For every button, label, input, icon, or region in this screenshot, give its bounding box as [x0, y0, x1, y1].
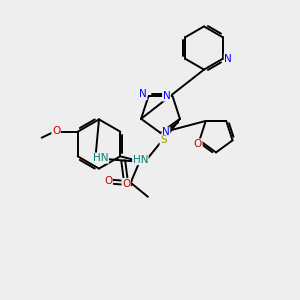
Text: N: N — [163, 91, 170, 101]
Text: O: O — [52, 126, 60, 136]
Text: N: N — [162, 127, 170, 137]
Text: O: O — [122, 178, 130, 189]
Text: N: N — [139, 89, 147, 100]
Text: O: O — [104, 176, 112, 186]
Text: HN: HN — [93, 153, 109, 163]
Text: S: S — [160, 135, 167, 146]
Text: O: O — [194, 139, 202, 149]
Text: HN: HN — [133, 154, 148, 165]
Text: N: N — [224, 54, 232, 64]
